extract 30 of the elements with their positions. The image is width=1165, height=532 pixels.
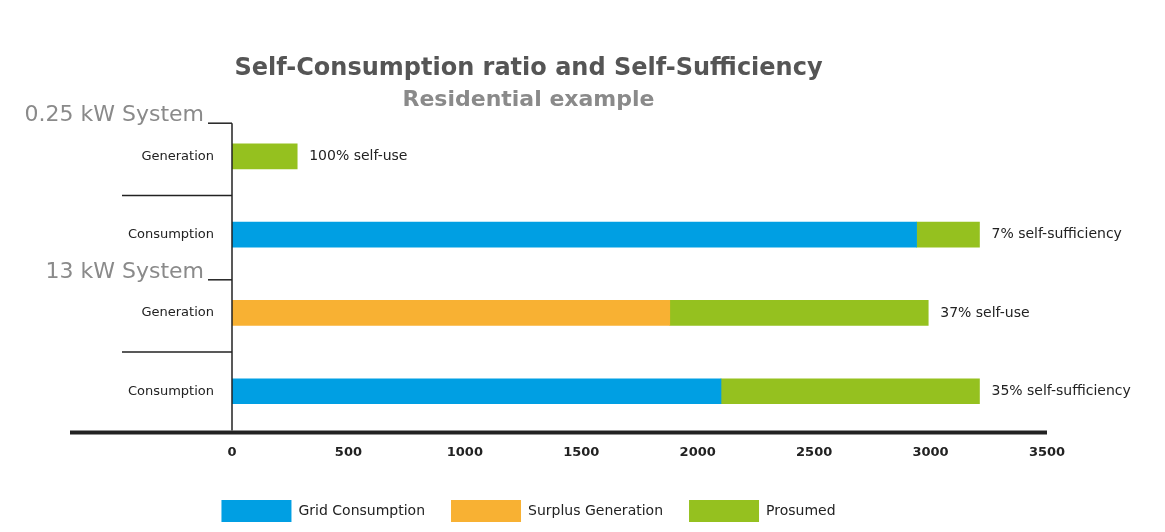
bar (720, 378, 980, 405)
x-tick-label: 3500 (1028, 443, 1066, 459)
x-tick-label: 0 (227, 443, 237, 459)
x-tick-label: 1000 (446, 443, 483, 459)
bar (232, 221, 917, 248)
text: 13 kW System (45, 257, 204, 283)
annotation: 7% self-sufficiency (991, 225, 1122, 242)
y-tick-label: Generation (141, 304, 214, 320)
bar (232, 300, 671, 326)
legend-label: Surplus Generation (528, 501, 664, 518)
annotation: 35% self-sufficiency (991, 381, 1131, 398)
x-tick-label: 1500 (563, 443, 600, 459)
bar (232, 143, 298, 170)
y-tick-label: Generation (141, 147, 214, 163)
annotation: 100% self-use (309, 146, 408, 163)
x-tick-label: 2500 (796, 443, 833, 459)
chart-title: Self-Consumption ratio and Self-Sufficiency (234, 52, 823, 81)
text: 0.25 kW System (24, 100, 204, 126)
bar (669, 300, 929, 326)
legend-label: Prosumed (766, 501, 836, 518)
x-tick-label: 2000 (679, 443, 716, 459)
y-tick-label: Consumption (127, 226, 214, 242)
x-tick-label: 3000 (912, 443, 949, 459)
x-tick-label: 500 (334, 443, 362, 459)
chart-subtitle: Residential example (402, 85, 655, 111)
bar (232, 378, 722, 405)
legend-label: Grid Consumption (298, 501, 426, 518)
y-tick-label: Consumption (127, 382, 214, 398)
annotation: 37% self-use (940, 303, 1030, 320)
bar (916, 221, 980, 248)
